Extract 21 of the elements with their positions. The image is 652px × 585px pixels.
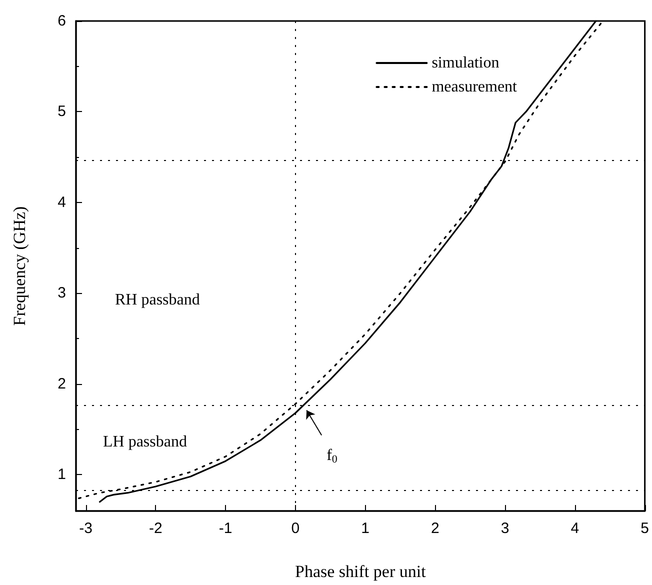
annotation: LH passband xyxy=(103,434,187,450)
legend-label: simulation xyxy=(432,54,500,72)
x-tick-label: 0 xyxy=(291,520,300,537)
y-tick-label: 5 xyxy=(58,103,66,120)
x-axis-title: Phase shift per unit xyxy=(295,562,426,581)
y-tick-label: 4 xyxy=(58,194,66,211)
x-tick-label: -3 xyxy=(79,520,92,537)
x-tick-label: -2 xyxy=(148,520,162,537)
x-tick-label: -1 xyxy=(218,520,232,537)
y-tick-label: 3 xyxy=(58,284,66,302)
x-tick-label: 1 xyxy=(361,520,370,537)
x-tick-label: 4 xyxy=(570,520,580,537)
x-tick-label: 5 xyxy=(640,520,649,537)
x-tick-label: 2 xyxy=(431,520,440,537)
y-axis-title: Frequency (GHz) xyxy=(10,206,29,326)
y-tick-label: 2 xyxy=(58,375,66,392)
x-tick-label: 3 xyxy=(500,520,510,537)
y-tick-label: 6 xyxy=(58,12,66,30)
y-tick-label: 1 xyxy=(58,466,66,484)
legend-label: measurement xyxy=(432,78,518,96)
annotation: RH passband xyxy=(115,292,200,308)
